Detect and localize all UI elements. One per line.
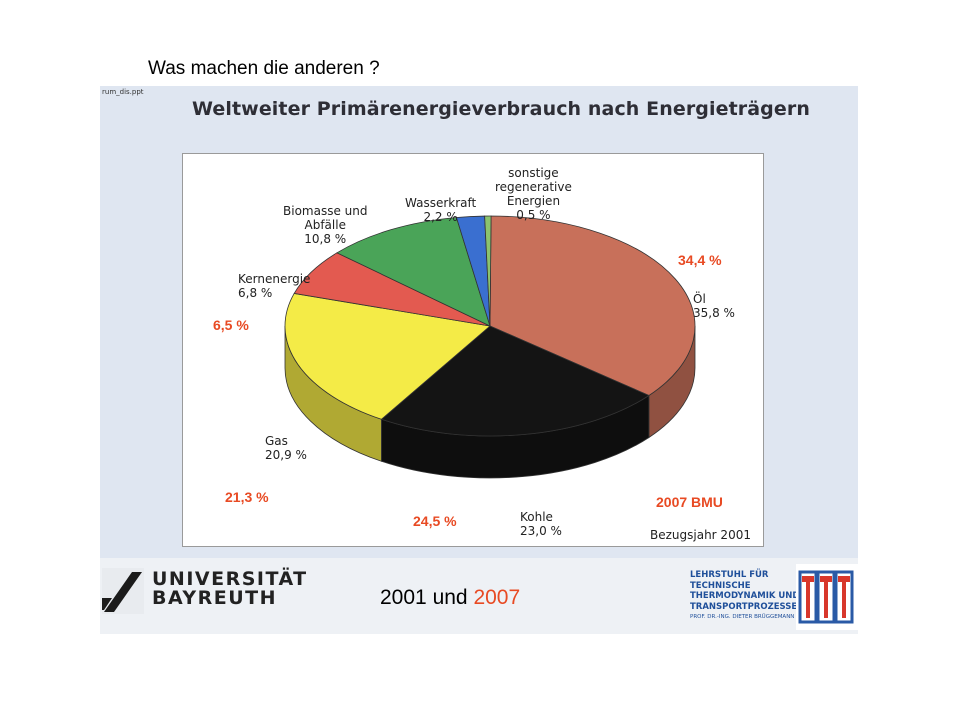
university-name: UNIVERSITÄT BAYREUTH — [152, 568, 308, 609]
pie-chart — [284, 215, 696, 479]
pie-slice-gas — [284, 292, 491, 420]
overlay-2007-kohle: 24,5 % — [413, 513, 457, 529]
years-connector: und — [432, 586, 468, 609]
overlay-2007-source: 2007 BMU — [656, 494, 723, 510]
label-kernenergie: Kernenergie 6,8 % — [238, 272, 311, 300]
scanned-slide: rum_dis.ppt Weltweiter Primärenergieverb… — [100, 86, 858, 634]
label-gas: Gas 20,9 % — [265, 434, 307, 462]
pie-slice-kohle — [380, 325, 650, 437]
label-oel: Öl 35,8 % — [693, 292, 735, 320]
chart-title: Weltweiter Primärenergieverbrauch nach E… — [192, 98, 810, 120]
label-sonstige: sonstige regenerative Energien 0,5 % — [495, 166, 572, 222]
overlay-2007-oel: 34,4 % — [678, 252, 722, 268]
chart-frame: sonstige regenerative Energien 0,5 % Was… — [182, 153, 764, 547]
label-wasserkraft: Wasserkraft 2,2 % — [405, 196, 477, 224]
file-tag: rum_dis.ppt — [102, 88, 144, 96]
label-kohle: Kohle 23,0 % — [520, 510, 562, 538]
university-logo-icon — [102, 568, 144, 614]
year-2007: 2007 — [473, 586, 521, 609]
overlay-2007-kernenergie: 6,5 % — [213, 317, 249, 333]
pie-slice-sonstige-regenerative-energien — [484, 215, 492, 327]
pie-slice--l — [489, 215, 696, 396]
year-2001: 2001 — [380, 586, 427, 609]
reference-year-label: Bezugsjahr 2001 — [650, 528, 751, 542]
pie-slice-biomasse-und-abf-lle — [336, 217, 491, 327]
label-biomasse: Biomasse und Abfälle 10,8 % — [283, 204, 368, 246]
years-caption: 2001 und 2007 — [380, 586, 520, 610]
chair-professor: PROF. DR.-ING. DIETER BRÜGGEMANN — [690, 614, 795, 620]
footer-strip: UNIVERSITÄT BAYREUTH LEHRSTUHL FÜR TECHN… — [100, 558, 858, 634]
chair-name: LEHRSTUHL FÜR TECHNISCHE THERMODYNAMIK U… — [690, 570, 800, 612]
ttt-logo-icon — [796, 564, 858, 630]
overlay-2007-gas: 21,3 % — [225, 489, 269, 505]
page-title: Was machen die anderen ? — [148, 58, 380, 79]
